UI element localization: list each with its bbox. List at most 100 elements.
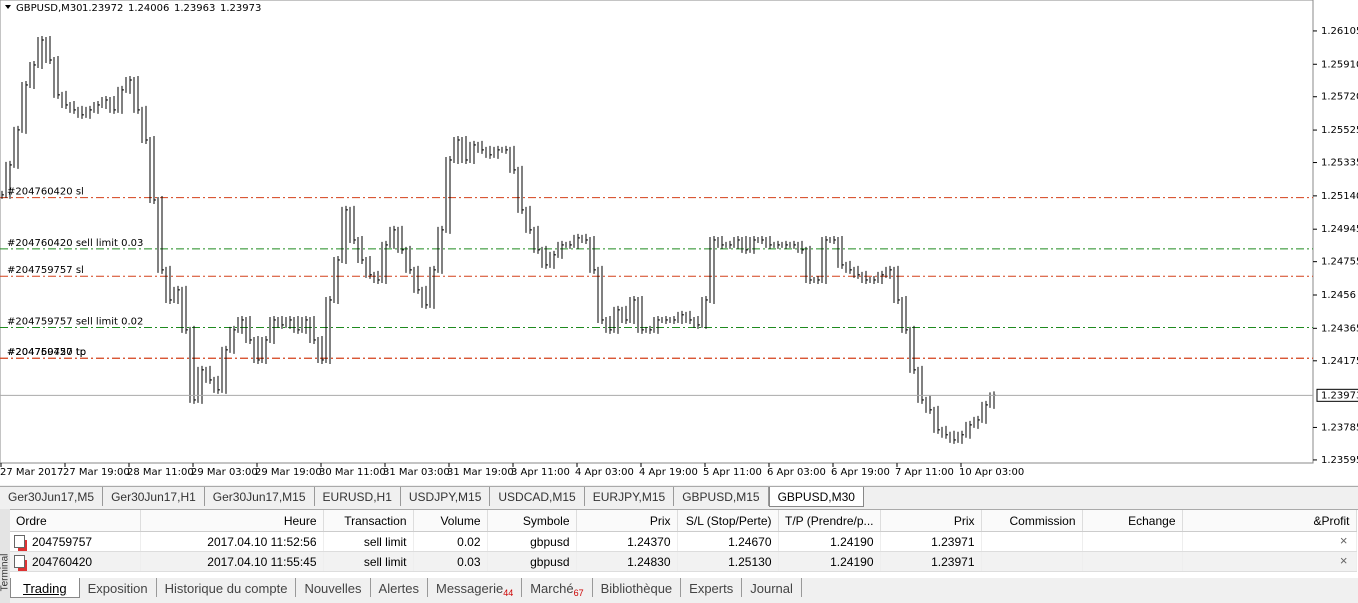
- chart-tab[interactable]: USDCAD,M15: [490, 487, 585, 506]
- orders-table: Ordre Heure Transaction Volume Symbole Prix S/…: [10, 510, 1357, 572]
- tab-label: Exposition: [87, 581, 148, 596]
- terminal-tab[interactable]: Historique du compte: [157, 578, 297, 597]
- cell: 0.03: [413, 551, 488, 572]
- column-header[interactable]: Transaction: [323, 510, 414, 532]
- tab-badge: 67: [573, 588, 584, 598]
- x-tick-label: 29 Mar 03:00: [191, 467, 258, 478]
- x-tick-label: 30 Mar 11:00: [319, 467, 386, 478]
- cell: gbpusd: [487, 531, 577, 552]
- column-header[interactable]: Symbole: [487, 510, 577, 532]
- cell: 1.24190: [778, 531, 881, 552]
- x-tick-label: 27 Mar 2017: [0, 467, 63, 478]
- chart-tab[interactable]: Ger30Jun17,M15: [205, 487, 315, 506]
- cell: sell limit: [323, 531, 414, 552]
- y-tick-label: 1.24945: [1321, 224, 1358, 235]
- order-label: #204759757 sl: [7, 265, 84, 276]
- cell: 0.02: [413, 531, 488, 552]
- terminal-tabs: Trading Exposition Historique du compte Nou…: [10, 578, 802, 600]
- ohlc-value: 1.23963: [174, 3, 215, 14]
- y-tick-label: 1.25140: [1321, 191, 1358, 202]
- cell: 1.24190: [778, 551, 881, 572]
- x-tick-label: 31 Mar 19:00: [447, 467, 514, 478]
- chart-tab[interactable]: Ger30Jun17,H1: [103, 487, 205, 506]
- y-tick-label: 1.23785: [1321, 422, 1358, 433]
- cell: 1.25130: [677, 551, 779, 572]
- terminal-tab[interactable]: Experts: [681, 578, 743, 597]
- x-tick-label: 7 Apr 11:00: [895, 467, 954, 478]
- column-header[interactable]: Heure: [140, 510, 324, 532]
- close-button[interactable]: ×: [1339, 533, 1348, 548]
- terminal-tab[interactable]: Alertes: [371, 578, 428, 597]
- order-label: #204760420 sl: [7, 187, 84, 198]
- chart-tab[interactable]: EURUSD,H1: [315, 487, 401, 506]
- column-header[interactable]: &Profit: [1182, 510, 1357, 532]
- cell: [1082, 551, 1183, 572]
- cell: 1.23971: [880, 531, 982, 552]
- close-button[interactable]: ×: [1339, 553, 1348, 568]
- cell: 1.24830: [576, 551, 678, 572]
- y-tick-label: 1.24365: [1321, 323, 1358, 334]
- tab-label: Experts: [689, 581, 734, 596]
- y-tick-label: 1.24175: [1321, 356, 1358, 367]
- x-tick-label: 6 Apr 03:00: [767, 467, 826, 478]
- chart-tab[interactable]: GBPUSD,M30: [768, 487, 864, 507]
- terminal-tab[interactable]: Journal: [742, 578, 802, 597]
- order-label: #204760420 tp: [7, 347, 86, 358]
- cell: [981, 551, 1083, 572]
- cell: 204759757: [10, 531, 141, 552]
- order-icon: [14, 535, 25, 548]
- chart-tab[interactable]: GBPUSD,M15: [674, 487, 769, 506]
- tab-label: Bibliothèque: [600, 581, 673, 596]
- chart-tab[interactable]: EURJPY,M15: [585, 487, 675, 506]
- column-header[interactable]: Echange: [1082, 510, 1183, 532]
- chart-tab[interactable]: USDJPY,M15: [401, 487, 491, 506]
- cell: ×: [1182, 551, 1357, 572]
- y-tick-label: 1.25910: [1321, 59, 1358, 70]
- x-tick-label: 31 Mar 03:00: [383, 467, 450, 478]
- chart-tab[interactable]: Ger30Jun17,M5: [0, 487, 104, 506]
- column-header[interactable]: T/P (Prendre/p...: [778, 510, 881, 532]
- terminal-tab[interactable]: Trading: [10, 578, 80, 598]
- x-tick-label: 29 Mar 19:00: [255, 467, 322, 478]
- tab-label: Journal: [750, 581, 793, 596]
- tab-label: Alertes: [378, 581, 419, 596]
- terminal: Ordre Heure Transaction Volume Symbole Prix S/…: [10, 509, 1358, 578]
- terminal-tab[interactable]: Marché67: [522, 578, 593, 598]
- y-tick-label: 1.2456: [1321, 290, 1356, 301]
- order-row: 204760420 2017.04.10 11:55:45 sell limit 0.…: [10, 551, 1357, 572]
- column-header[interactable]: Volume: [413, 510, 488, 532]
- current-price-box: [1316, 388, 1358, 402]
- menu-arrow: [5, 5, 11, 9]
- x-tick-label: 27 Mar 19:00: [63, 467, 130, 478]
- ohlc-value: 1.24006: [128, 3, 169, 14]
- column-header[interactable]: Prix: [576, 510, 678, 532]
- x-tick-label: 4 Apr 19:00: [639, 467, 698, 478]
- column-header[interactable]: S/L (Stop/Perte): [677, 510, 779, 532]
- chart-tabs: Ger30Jun17,M5 Ger30Jun17,H1 Ger30Jun17,M15…: [0, 486, 1358, 507]
- order-label: #204759757 tp: [7, 347, 86, 358]
- terminal-tab[interactable]: Nouvelles: [296, 578, 371, 597]
- cell: [981, 531, 1083, 552]
- column-header[interactable]: Ordre: [10, 510, 141, 532]
- terminal-tab[interactable]: Bibliothèque: [593, 578, 682, 597]
- ohlc-value: 1.23973: [220, 3, 261, 14]
- cell: 1.24670: [677, 531, 779, 552]
- cell: [1082, 531, 1183, 552]
- column-header[interactable]: Prix: [880, 510, 982, 532]
- order-icon: [14, 555, 25, 568]
- cell: ×: [1182, 531, 1357, 552]
- terminal-tab[interactable]: Messagerie44: [428, 578, 523, 598]
- tab-label: Trading: [23, 581, 67, 596]
- order-row: 204759757 2017.04.10 11:52:56 sell limit 0.…: [10, 531, 1357, 552]
- column-header[interactable]: Commission: [981, 510, 1083, 532]
- symbol: GBPUSD,M30: [16, 3, 83, 14]
- y-tick-label: 1.25525: [1321, 125, 1358, 136]
- tab-label: Messagerie: [436, 581, 504, 596]
- plot-frame: [0, 0, 1314, 464]
- x-tick-label: 3 Apr 11:00: [511, 467, 570, 478]
- y-tick-label: 1.25335: [1321, 158, 1358, 169]
- terminal-tab[interactable]: Exposition: [80, 578, 157, 597]
- y-tick-label: 1.24755: [1321, 257, 1358, 268]
- x-tick-label: 5 Apr 11:00: [703, 467, 762, 478]
- order-label: #204759757 sell limit 0.02: [7, 316, 143, 327]
